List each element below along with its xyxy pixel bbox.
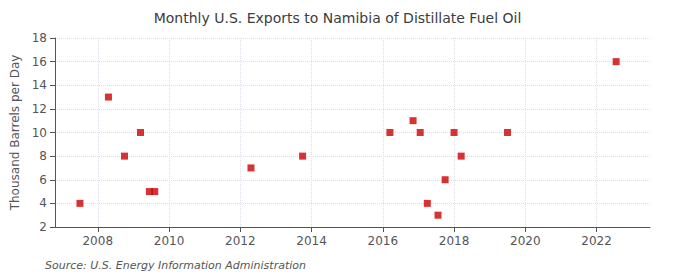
- svg-text:8: 8: [39, 149, 47, 163]
- svg-text:Thousand Barrels per Day: Thousand Barrels per Day: [8, 55, 22, 212]
- svg-text:Source: U.S. Energy Informatio: Source: U.S. Energy Information Administ…: [45, 259, 306, 272]
- svg-text:2008: 2008: [82, 234, 113, 248]
- svg-text:12: 12: [32, 102, 47, 116]
- svg-text:2010: 2010: [154, 234, 185, 248]
- svg-text:14: 14: [32, 78, 47, 92]
- svg-text:Monthly U.S. Exports to Namibi: Monthly U.S. Exports to Namibia of Disti…: [154, 10, 522, 26]
- svg-text:2018: 2018: [439, 234, 470, 248]
- svg-text:2014: 2014: [296, 234, 327, 248]
- svg-text:2020: 2020: [510, 234, 541, 248]
- svg-text:2016: 2016: [368, 234, 399, 248]
- svg-text:18: 18: [32, 31, 47, 45]
- svg-text:2012: 2012: [225, 234, 256, 248]
- svg-text:10: 10: [32, 126, 47, 140]
- svg-text:4: 4: [39, 196, 47, 210]
- svg-text:6: 6: [39, 173, 47, 187]
- svg-text:2022: 2022: [581, 234, 612, 248]
- svg-text:16: 16: [32, 55, 47, 69]
- svg-text:2: 2: [39, 220, 47, 234]
